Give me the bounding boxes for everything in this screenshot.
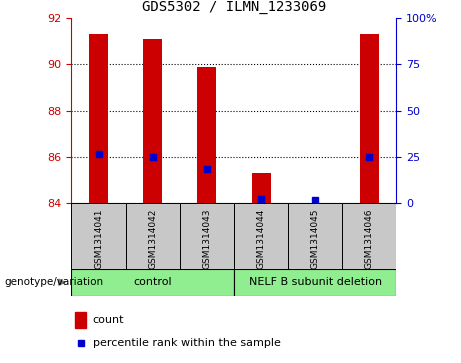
Bar — [125, 203, 180, 269]
Text: NELF B subunit deletion: NELF B subunit deletion — [248, 277, 382, 287]
Bar — [234, 203, 288, 269]
Text: control: control — [133, 277, 172, 287]
Bar — [143, 39, 162, 203]
Bar — [71, 203, 125, 269]
Text: genotype/variation: genotype/variation — [5, 277, 104, 287]
Text: GSM1314045: GSM1314045 — [311, 208, 320, 269]
Bar — [75, 311, 86, 328]
Text: GSM1314043: GSM1314043 — [202, 208, 212, 269]
Bar — [252, 173, 271, 203]
Bar — [180, 203, 234, 269]
Text: GSM1314042: GSM1314042 — [148, 208, 157, 269]
Bar — [71, 269, 234, 296]
Bar — [288, 203, 342, 269]
Bar — [234, 269, 396, 296]
Text: GSM1314046: GSM1314046 — [365, 208, 374, 269]
Bar — [360, 34, 379, 203]
Bar — [197, 67, 216, 203]
Text: count: count — [93, 315, 124, 325]
Text: percentile rank within the sample: percentile rank within the sample — [93, 338, 280, 347]
Text: GSM1314041: GSM1314041 — [94, 208, 103, 269]
Text: GSM1314044: GSM1314044 — [256, 208, 266, 269]
Bar — [89, 34, 108, 203]
Title: GDS5302 / ILMN_1233069: GDS5302 / ILMN_1233069 — [142, 0, 326, 15]
Bar — [342, 203, 396, 269]
